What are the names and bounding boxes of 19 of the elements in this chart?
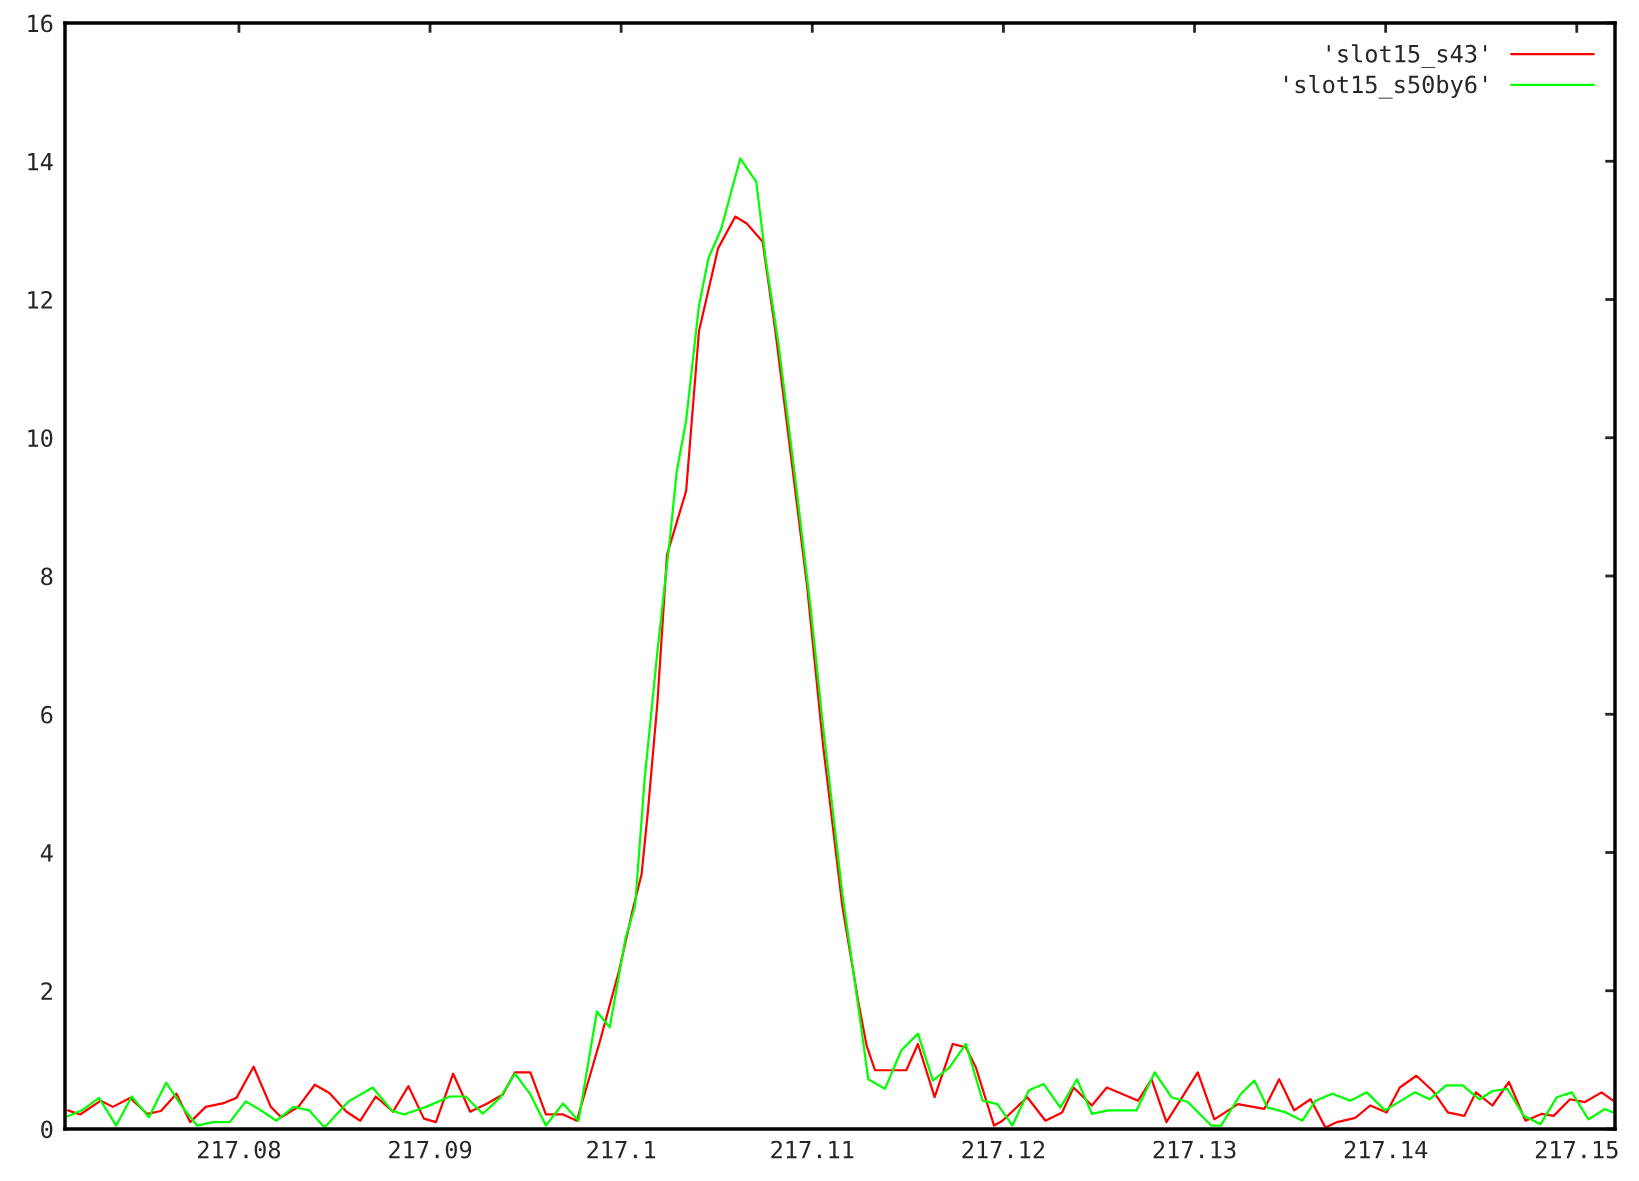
y-tick-label: 10 xyxy=(28,429,53,448)
y-tick-label: 16 xyxy=(28,14,53,33)
y-tick-label: 0 xyxy=(41,1120,53,1139)
x-tick-label: 217.13 xyxy=(1153,1140,1236,1159)
x-tick-label: 217.09 xyxy=(389,1140,472,1159)
y-tick-label: 12 xyxy=(28,291,52,309)
legend-label: 'slot15_s43' xyxy=(1327,44,1487,68)
y-tick-label: 8 xyxy=(41,567,53,586)
y-tick-label: 6 xyxy=(41,705,53,724)
x-tick-label: 217.14 xyxy=(1344,1140,1428,1159)
y-tick-label: 2 xyxy=(41,982,52,1000)
x-tick-label: 217.15 xyxy=(1535,1140,1618,1159)
y-tick-label: 14 xyxy=(28,153,53,171)
legend-label: 'slot15_s50by6' xyxy=(1285,74,1487,99)
x-tick-label: 217.11 xyxy=(771,1140,854,1159)
x-tick-label: 217.1 xyxy=(587,1140,656,1159)
y-tick-label: 4 xyxy=(40,844,53,862)
x-tick-label: 217.08 xyxy=(198,1140,281,1159)
x-tick-label: 217.12 xyxy=(962,1140,1045,1159)
